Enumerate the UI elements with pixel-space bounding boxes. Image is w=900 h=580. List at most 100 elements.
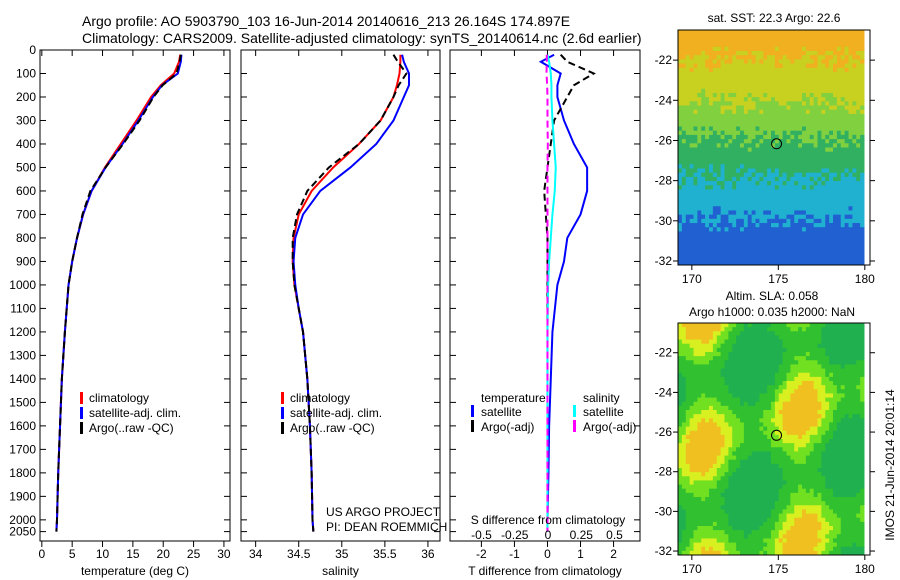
map-cell <box>802 364 807 370</box>
map-cell <box>724 414 729 419</box>
map-cell <box>685 459 691 465</box>
map-cell <box>709 202 714 207</box>
map-cell <box>716 30 722 35</box>
map-cell <box>786 139 791 144</box>
map-cell <box>844 130 849 136</box>
map-cell <box>802 418 807 423</box>
map-cell <box>840 164 846 169</box>
map-cell <box>693 335 698 341</box>
map-cell <box>689 422 694 428</box>
map-cell <box>778 385 784 390</box>
map-cell <box>786 447 791 452</box>
map-cell <box>705 206 710 211</box>
map-cell <box>809 401 815 407</box>
map-cell <box>836 42 842 48</box>
map-cell <box>782 50 787 56</box>
map-cell <box>786 151 791 157</box>
map-cell <box>852 134 857 140</box>
map-cell <box>743 206 749 211</box>
map-cell <box>763 67 768 73</box>
map-cell <box>817 335 822 341</box>
map-cell <box>848 410 853 415</box>
map-cell <box>805 71 811 77</box>
map-cell <box>724 476 729 481</box>
map-cell <box>720 335 725 341</box>
map-cell <box>771 109 776 115</box>
map-cell <box>681 347 687 353</box>
map-cell <box>798 260 803 266</box>
map-cell <box>821 430 826 436</box>
map-cell <box>856 439 861 444</box>
map-cell <box>678 410 683 415</box>
map-cell <box>767 323 772 328</box>
map-cell <box>743 118 749 123</box>
map-cell <box>778 168 784 174</box>
map-cell <box>720 223 725 228</box>
map-cell <box>794 139 799 144</box>
map-cell <box>805 55 811 60</box>
map-cell <box>716 134 722 140</box>
map-cell <box>821 434 826 440</box>
legend-label: satellite-adj. clim. <box>290 406 382 420</box>
map-cell <box>697 455 702 461</box>
map-cell <box>805 343 811 349</box>
map-cell <box>778 360 784 365</box>
map-cell <box>728 88 733 94</box>
map-cell <box>732 426 737 432</box>
map-cell <box>767 248 772 253</box>
map-cell <box>794 451 799 457</box>
y-tick-label: 300 <box>16 113 36 127</box>
map-cell <box>798 109 803 115</box>
map-cell <box>701 381 706 386</box>
map-cell <box>786 397 791 403</box>
map-cell <box>798 401 803 407</box>
map-cell <box>794 434 799 440</box>
map-cell <box>724 468 729 473</box>
map-cell <box>755 109 760 115</box>
map-cell <box>728 34 733 39</box>
map-cell <box>805 92 811 98</box>
map-cell <box>786 46 791 52</box>
map-cell <box>782 381 787 386</box>
map-cell <box>782 122 787 128</box>
map-cell <box>794 210 799 216</box>
map-cell <box>813 439 818 444</box>
map-cell <box>844 405 849 411</box>
map-cell <box>728 422 733 428</box>
map-cell <box>678 185 683 190</box>
map-cell <box>860 410 865 415</box>
map-cell <box>794 97 799 102</box>
map-cell <box>720 80 725 86</box>
map-cell <box>848 71 853 77</box>
map-cell <box>798 463 803 469</box>
map-cell <box>778 327 784 332</box>
map-cell <box>720 360 725 365</box>
map-cell <box>844 181 849 186</box>
map-cell <box>759 109 764 115</box>
s-tick-label: -0.5 <box>471 528 492 542</box>
map-cell <box>709 327 714 332</box>
map-cell <box>747 227 753 232</box>
x-tick-label: 5 <box>69 547 76 561</box>
credit-line2: PI: DEAN ROEMMICH <box>326 520 447 534</box>
map-cell <box>701 347 706 353</box>
map-cell <box>798 231 803 237</box>
map-cell <box>759 360 764 365</box>
map-cell <box>685 67 691 73</box>
map-cell <box>701 147 706 153</box>
map-cell <box>685 256 691 262</box>
map-cell <box>747 168 753 174</box>
map-cell <box>732 76 737 81</box>
map-cell <box>732 480 737 486</box>
map-cell <box>740 134 745 140</box>
map-cell <box>736 252 741 258</box>
map-cell <box>844 88 849 94</box>
map-cell <box>821 227 826 232</box>
map-cell <box>732 260 737 266</box>
map-cell <box>840 126 846 132</box>
map-cell <box>755 323 760 328</box>
map-cell <box>685 364 691 370</box>
map-cell <box>736 30 741 35</box>
map-cell <box>712 364 718 370</box>
map-cell <box>856 447 861 452</box>
